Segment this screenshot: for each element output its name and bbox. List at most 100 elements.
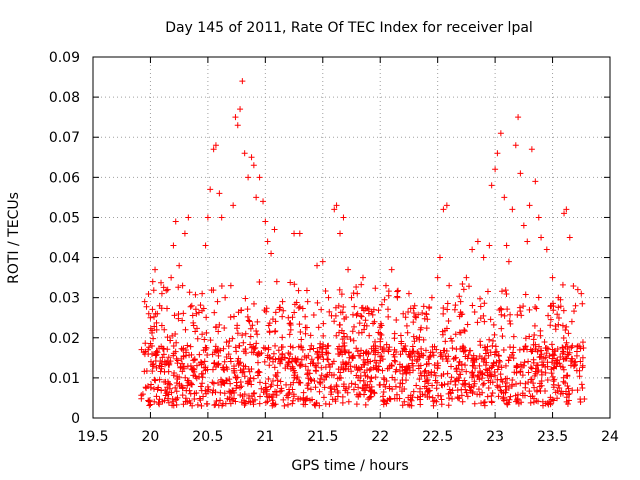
data-point: [503, 379, 510, 386]
data-point: [378, 332, 385, 339]
data-point: [471, 380, 478, 387]
data-point: [242, 330, 249, 337]
data-point: [221, 390, 228, 397]
data-point: [401, 385, 408, 392]
data-point: [167, 337, 174, 344]
data-point: [419, 310, 426, 317]
data-point: [506, 396, 513, 403]
data-point: [158, 305, 165, 312]
data-point: [353, 283, 360, 290]
data-point: [184, 382, 191, 389]
data-point: [449, 338, 456, 345]
data-point: [477, 338, 484, 345]
data-point: [156, 401, 163, 408]
data-point: [469, 369, 476, 376]
data-point: [348, 294, 355, 301]
data-point: [318, 306, 325, 313]
data-point: [549, 346, 556, 353]
data-point: [440, 206, 447, 213]
data-point: [537, 347, 544, 354]
data-point: [146, 397, 153, 404]
data-point: [139, 391, 146, 398]
data-point: [173, 339, 180, 346]
data-point: [284, 363, 291, 370]
data-point: [489, 379, 496, 386]
data-point: [145, 290, 152, 297]
data-point: [557, 390, 564, 397]
data-point: [179, 360, 186, 367]
data-point: [481, 398, 488, 405]
data-point: [151, 323, 158, 330]
data-point: [253, 194, 260, 201]
data-point: [300, 389, 307, 396]
data-point: [236, 384, 243, 391]
data-point: [417, 396, 424, 403]
data-point: [579, 385, 586, 392]
data-point: [141, 368, 148, 375]
data-point: [196, 351, 203, 358]
data-point: [149, 278, 156, 285]
data-point: [342, 360, 349, 367]
data-point: [268, 394, 275, 401]
data-point: [517, 361, 524, 368]
data-point: [507, 320, 514, 327]
data-point: [485, 384, 492, 391]
data-point: [460, 344, 467, 351]
data-point: [160, 345, 167, 352]
data-point: [581, 396, 588, 403]
data-point: [438, 372, 445, 379]
data-point: [388, 266, 395, 273]
data-point: [269, 358, 276, 365]
data-point: [194, 325, 201, 332]
data-point: [149, 368, 156, 375]
data-point: [484, 393, 491, 400]
data-point: [492, 372, 499, 379]
data-point: [237, 391, 244, 398]
data-point: [230, 313, 237, 320]
data-point: [372, 374, 379, 381]
data-point: [159, 354, 166, 361]
data-point: [557, 296, 564, 303]
data-point: [367, 365, 374, 372]
data-point: [355, 352, 362, 359]
data-point: [264, 238, 271, 245]
data-point: [560, 334, 567, 341]
data-point: [467, 347, 474, 354]
data-point: [550, 384, 557, 391]
y-tick-label: 0.03: [49, 291, 80, 307]
data-point: [333, 382, 340, 389]
data-point: [239, 78, 246, 85]
data-point: [298, 356, 305, 363]
data-point: [314, 299, 321, 306]
data-point: [321, 384, 328, 391]
data-point: [568, 318, 575, 325]
data-point: [273, 278, 280, 285]
data-point: [193, 362, 200, 369]
data-point: [351, 303, 358, 310]
data-point: [310, 312, 317, 319]
data-point: [577, 358, 584, 365]
data-point: [433, 385, 440, 392]
data-point: [341, 342, 348, 349]
data-point: [349, 353, 356, 360]
data-point: [222, 294, 229, 301]
data-point: [285, 359, 292, 366]
data-point: [422, 367, 429, 374]
data-point: [316, 388, 323, 395]
data-point: [233, 382, 240, 389]
data-point: [366, 332, 373, 339]
data-point: [371, 357, 378, 364]
data-point: [469, 302, 476, 309]
data-point: [353, 401, 360, 408]
data-point: [448, 363, 455, 370]
data-point: [164, 334, 171, 341]
data-point: [181, 230, 188, 237]
data-point: [202, 242, 209, 249]
data-point: [158, 279, 165, 286]
data-point: [561, 210, 568, 217]
data-point: [497, 130, 504, 137]
data-point: [444, 300, 451, 307]
data-point: [495, 393, 502, 400]
data-point: [436, 254, 443, 261]
data-point: [345, 266, 352, 273]
